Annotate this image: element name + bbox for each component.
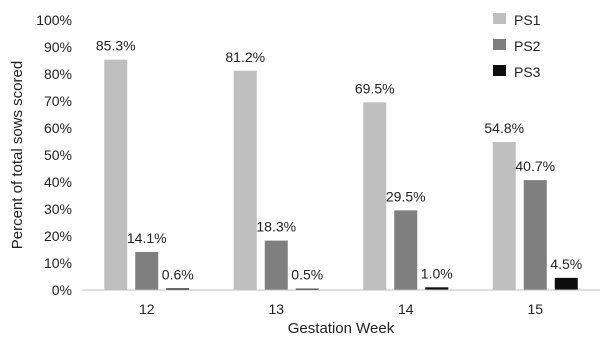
legend-label: PS2 xyxy=(514,38,541,54)
data-label: 14.1% xyxy=(127,230,167,246)
bar-ps2-week-13 xyxy=(264,240,288,290)
data-label: 0.5% xyxy=(291,267,323,283)
y-tick-label: 100% xyxy=(36,12,72,28)
y-tick-label: 60% xyxy=(44,120,72,136)
data-label: 40.7% xyxy=(515,158,555,174)
bar-ps1-week-14 xyxy=(363,102,387,290)
x-tick-label: 12 xyxy=(139,301,155,317)
y-axis-ticks: 0% 10% 20% 30% 40% 50% 60% 70% 80% 90% 100% xyxy=(36,12,72,298)
data-label: 0.6% xyxy=(162,266,194,282)
x-tick-label: 15 xyxy=(527,301,543,317)
x-axis-title: Gestation Week xyxy=(288,320,395,337)
y-tick-label: 80% xyxy=(44,66,72,82)
legend-label: PS1 xyxy=(514,12,541,28)
x-tick-label: 13 xyxy=(268,301,284,317)
data-labels: 85.3% 14.1% 0.6% 81.2% 18.3% 0.5% 69.5% 29.5% 1.… xyxy=(96,38,582,283)
y-tick-label: 90% xyxy=(44,39,72,55)
x-axis-ticks: 12 13 14 15 xyxy=(139,301,543,317)
y-axis-title: Percent of total sows scored xyxy=(9,61,26,249)
legend-swatch-ps3 xyxy=(493,65,506,76)
legend-swatch-ps2 xyxy=(493,39,506,50)
data-label: 18.3% xyxy=(256,219,296,235)
data-label: 69.5% xyxy=(355,80,395,96)
bar-ps2-week-15 xyxy=(523,180,547,290)
y-tick-label: 70% xyxy=(44,93,72,109)
y-tick-label: 0% xyxy=(52,282,72,298)
bar-ps3-week-15 xyxy=(554,277,578,290)
bars xyxy=(104,59,578,290)
x-tick-label: 14 xyxy=(398,301,414,317)
y-tick-label: 40% xyxy=(44,174,72,190)
bar-ps2-week-12 xyxy=(135,251,159,290)
legend-swatch-ps1 xyxy=(493,13,506,24)
data-label: 4.5% xyxy=(550,256,582,272)
bar-ps1-week-12 xyxy=(104,59,128,290)
data-label: 85.3% xyxy=(96,38,136,54)
bar-ps3-week-12 xyxy=(166,288,190,290)
y-tick-label: 30% xyxy=(44,201,72,217)
data-label: 81.2% xyxy=(225,49,265,65)
bar-ps1-week-13 xyxy=(233,70,257,290)
data-label: 1.0% xyxy=(421,265,453,281)
bar-ps2-week-14 xyxy=(394,210,418,290)
y-tick-label: 50% xyxy=(44,147,72,163)
data-label: 54.8% xyxy=(484,120,524,136)
legend: PS1 PS2 PS3 xyxy=(493,12,541,80)
bar-ps3-week-13 xyxy=(295,288,319,290)
y-tick-label: 20% xyxy=(44,228,72,244)
y-tick-label: 10% xyxy=(44,255,72,271)
bar-ps3-week-14 xyxy=(425,287,449,290)
data-label: 29.5% xyxy=(386,188,426,204)
bar-ps1-week-15 xyxy=(492,142,516,290)
legend-label: PS3 xyxy=(514,64,541,80)
